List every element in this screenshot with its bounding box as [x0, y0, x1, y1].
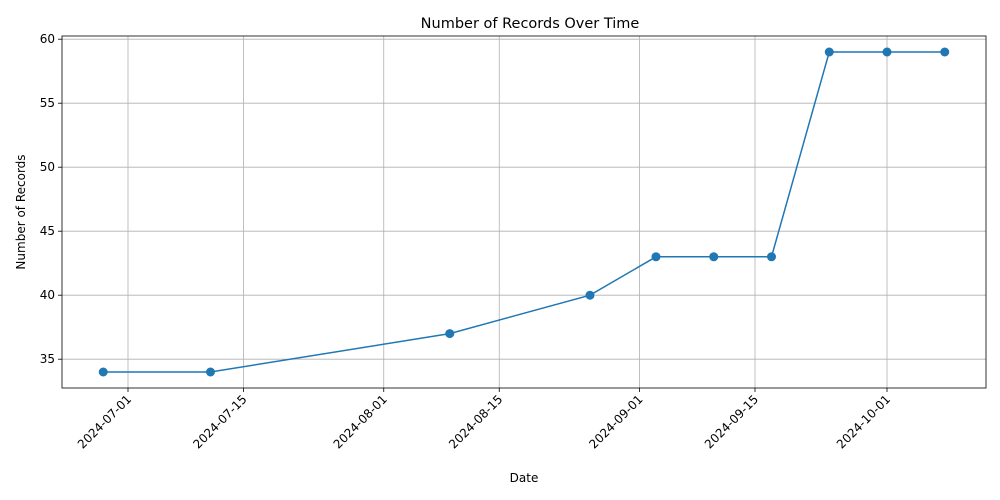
data-point: [767, 252, 776, 262]
data-point: [98, 367, 108, 377]
data-point: [709, 252, 719, 262]
grid-lines: [62, 36, 986, 388]
y-tick-label: 35: [40, 352, 55, 366]
data-point: [585, 290, 595, 300]
data-point: [940, 47, 950, 57]
data-point: [206, 367, 215, 377]
data-point: [824, 47, 834, 57]
series-line: [103, 51, 945, 373]
data-point: [882, 47, 892, 57]
y-tick-label: 50: [40, 160, 55, 174]
x-axis-title: Date: [510, 471, 539, 485]
y-tick-label: 60: [40, 32, 55, 46]
data-point: [651, 252, 661, 262]
y-tick-label: 40: [40, 288, 55, 302]
data-series: [98, 47, 950, 377]
y-tick-label: 55: [40, 96, 55, 110]
y-tick-label: 45: [40, 224, 55, 238]
data-point: [445, 329, 455, 339]
chart-title: Number of Records Over Time: [421, 16, 640, 32]
plot-area-frame: [61, 35, 987, 389]
y-axis-title: Number of Records: [14, 154, 28, 269]
